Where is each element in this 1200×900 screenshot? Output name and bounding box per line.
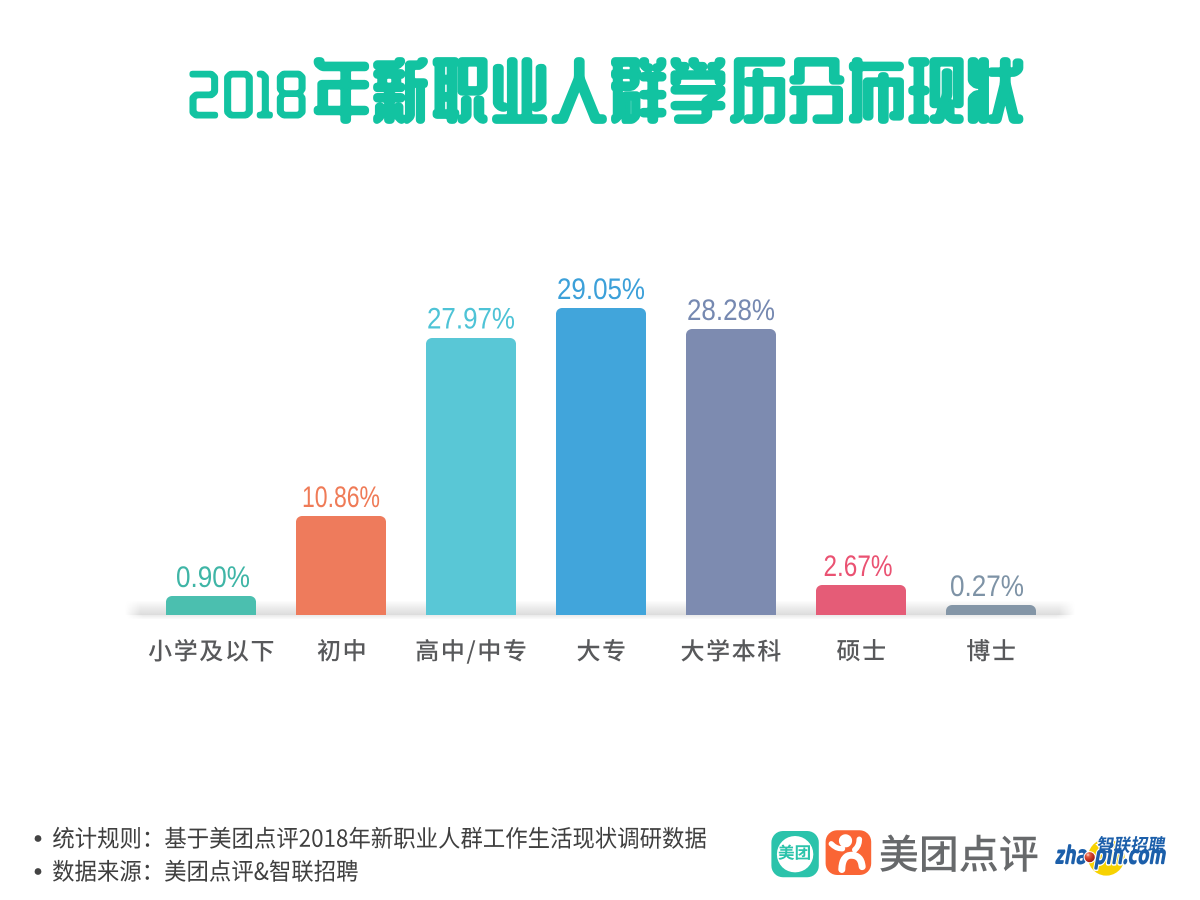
svg-text:2.67%: 2.67% (824, 550, 893, 583)
svg-text:28.28%: 28.28% (687, 294, 775, 327)
svg-text:0.90%: 0.90% (176, 561, 250, 594)
svg-text:27.97%: 27.97% (427, 303, 515, 336)
svg-text:29.05%: 29.05% (557, 273, 645, 306)
svg-text:0.27%: 0.27% (950, 570, 1024, 603)
svg-text:10.86%: 10.86% (302, 481, 380, 514)
